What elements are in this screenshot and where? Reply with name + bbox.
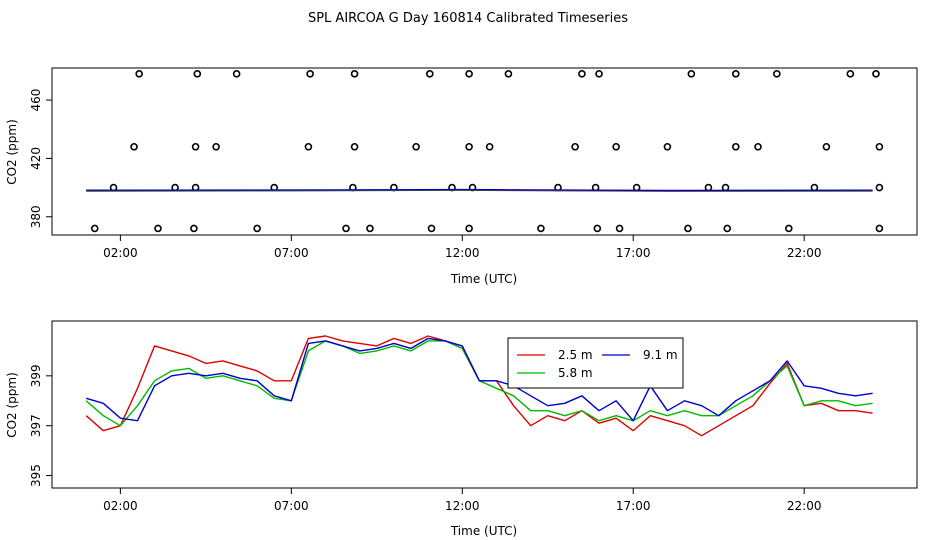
- bottom-x-axis-label: Time (UTC): [450, 524, 517, 538]
- scatter-point: [846, 70, 855, 78]
- scatter-point: [193, 70, 202, 78]
- bottom-y-axis: 395 397 399: [29, 364, 52, 487]
- scatter-point: [412, 142, 420, 151]
- legend-label-9-1m: 9.1 m: [643, 348, 678, 362]
- scatter-point: [427, 224, 436, 233]
- bottom-x-axis: 02:00 07:00 12:00 17:00 22:00: [103, 488, 821, 513]
- bottom-y-axis-label: CO2 (ppm): [5, 372, 19, 438]
- scatter-point: [578, 70, 586, 78]
- scatter-point: [537, 224, 545, 233]
- bottom-panel: 02:00 07:00 12:00 17:00 22:00 395 397 399 Time…: [5, 320, 918, 538]
- bottom-series-line-3: [86, 337, 873, 422]
- bottom-plot-frame: [51, 320, 918, 489]
- top-series-lines: [86, 188, 873, 192]
- scatter-point: [723, 224, 732, 233]
- top-x-tick-label: 17:00: [616, 246, 651, 260]
- scatter-point: [342, 224, 350, 233]
- scatter-point: [425, 70, 434, 78]
- scatter-point: [875, 142, 884, 151]
- top-x-tick-label: 02:00: [103, 246, 138, 260]
- scatter-point: [721, 183, 730, 192]
- scatter-point: [485, 142, 494, 151]
- scatter-point: [232, 70, 241, 78]
- bottom-x-tick-label: 22:00: [787, 499, 822, 513]
- scatter-point: [684, 224, 692, 233]
- scatter-point: [615, 224, 624, 233]
- scatter-point: [350, 142, 359, 151]
- bottom-x-tick-label: 02:00: [103, 499, 138, 513]
- scatter-point: [773, 70, 781, 78]
- scatter-point: [731, 142, 740, 151]
- scatter-point: [754, 142, 762, 151]
- legend: 2.5 m 5.8 m 9.1 m: [507, 337, 684, 389]
- top-y-axis: 380 420 460: [29, 89, 52, 228]
- top-x-tick-label: 12:00: [445, 246, 480, 260]
- bottom-y-tick-label: 399: [29, 364, 43, 387]
- scatter-point: [595, 70, 603, 78]
- scatter-point: [465, 224, 473, 233]
- top-y-axis-label: CO2 (ppm): [5, 119, 19, 185]
- scatter-point: [571, 142, 579, 151]
- bottom-x-tick-label: 07:00: [274, 499, 309, 513]
- top-x-axis: 02:00 07:00 12:00 17:00 22:00: [103, 235, 821, 260]
- top-y-tick-label: 420: [29, 147, 43, 170]
- scatter-point: [90, 224, 99, 233]
- scatter-point: [875, 224, 884, 233]
- scatter-point: [687, 70, 696, 78]
- scatter-point: [872, 70, 880, 78]
- scatter-point: [465, 70, 473, 78]
- top-x-axis-label: Time (UTC): [450, 272, 517, 286]
- legend-box: [507, 337, 684, 389]
- legend-label-5-8m: 5.8 m: [558, 366, 593, 380]
- bottom-x-tick-label: 12:00: [445, 499, 480, 513]
- top-panel: 02:00 07:00 12:00 17:00 22:00 380 420 460 Time…: [5, 67, 918, 286]
- scatter-point: [212, 142, 220, 151]
- scatter-point: [875, 183, 884, 192]
- scatter-point: [784, 224, 793, 233]
- scatter-point: [191, 142, 200, 151]
- top-x-tick-label: 07:00: [274, 246, 309, 260]
- scatter-point: [253, 224, 261, 233]
- top-scatter-points: [90, 70, 884, 233]
- chart-title: SPL AIRCOA G Day 160814 Calibrated Times…: [308, 11, 628, 26]
- scatter-point: [304, 142, 313, 151]
- scatter-point: [366, 224, 374, 233]
- bottom-series-line-1: [85, 335, 873, 437]
- bottom-y-tick-label: 397: [29, 414, 43, 437]
- top-x-tick-label: 22:00: [787, 246, 822, 260]
- top-y-tick-label: 460: [29, 89, 43, 112]
- scatter-point: [731, 70, 740, 78]
- scatter-point: [593, 224, 602, 233]
- scatter-point: [704, 183, 713, 192]
- scatter-point: [822, 142, 831, 151]
- bottom-x-tick-label: 17:00: [616, 499, 651, 513]
- top-plot-frame: [51, 67, 918, 236]
- legend-label-2-5m: 2.5 m: [558, 348, 593, 362]
- scatter-point: [350, 70, 359, 78]
- bottom-series-line-2: [85, 340, 873, 427]
- top-y-tick-label: 380: [29, 205, 43, 228]
- top-series-line-3: [86, 188, 873, 192]
- scatter-point: [130, 142, 138, 151]
- scatter-point: [190, 224, 198, 233]
- bottom-series-lines: [85, 335, 873, 437]
- scatter-point: [154, 224, 162, 233]
- scatter-point: [465, 142, 473, 151]
- bottom-y-tick-label: 395: [29, 464, 43, 487]
- scatter-point: [306, 70, 314, 78]
- scatter-point: [663, 142, 672, 151]
- scatter-point: [504, 70, 513, 78]
- scatter-point: [612, 142, 620, 151]
- scatter-point: [135, 70, 143, 78]
